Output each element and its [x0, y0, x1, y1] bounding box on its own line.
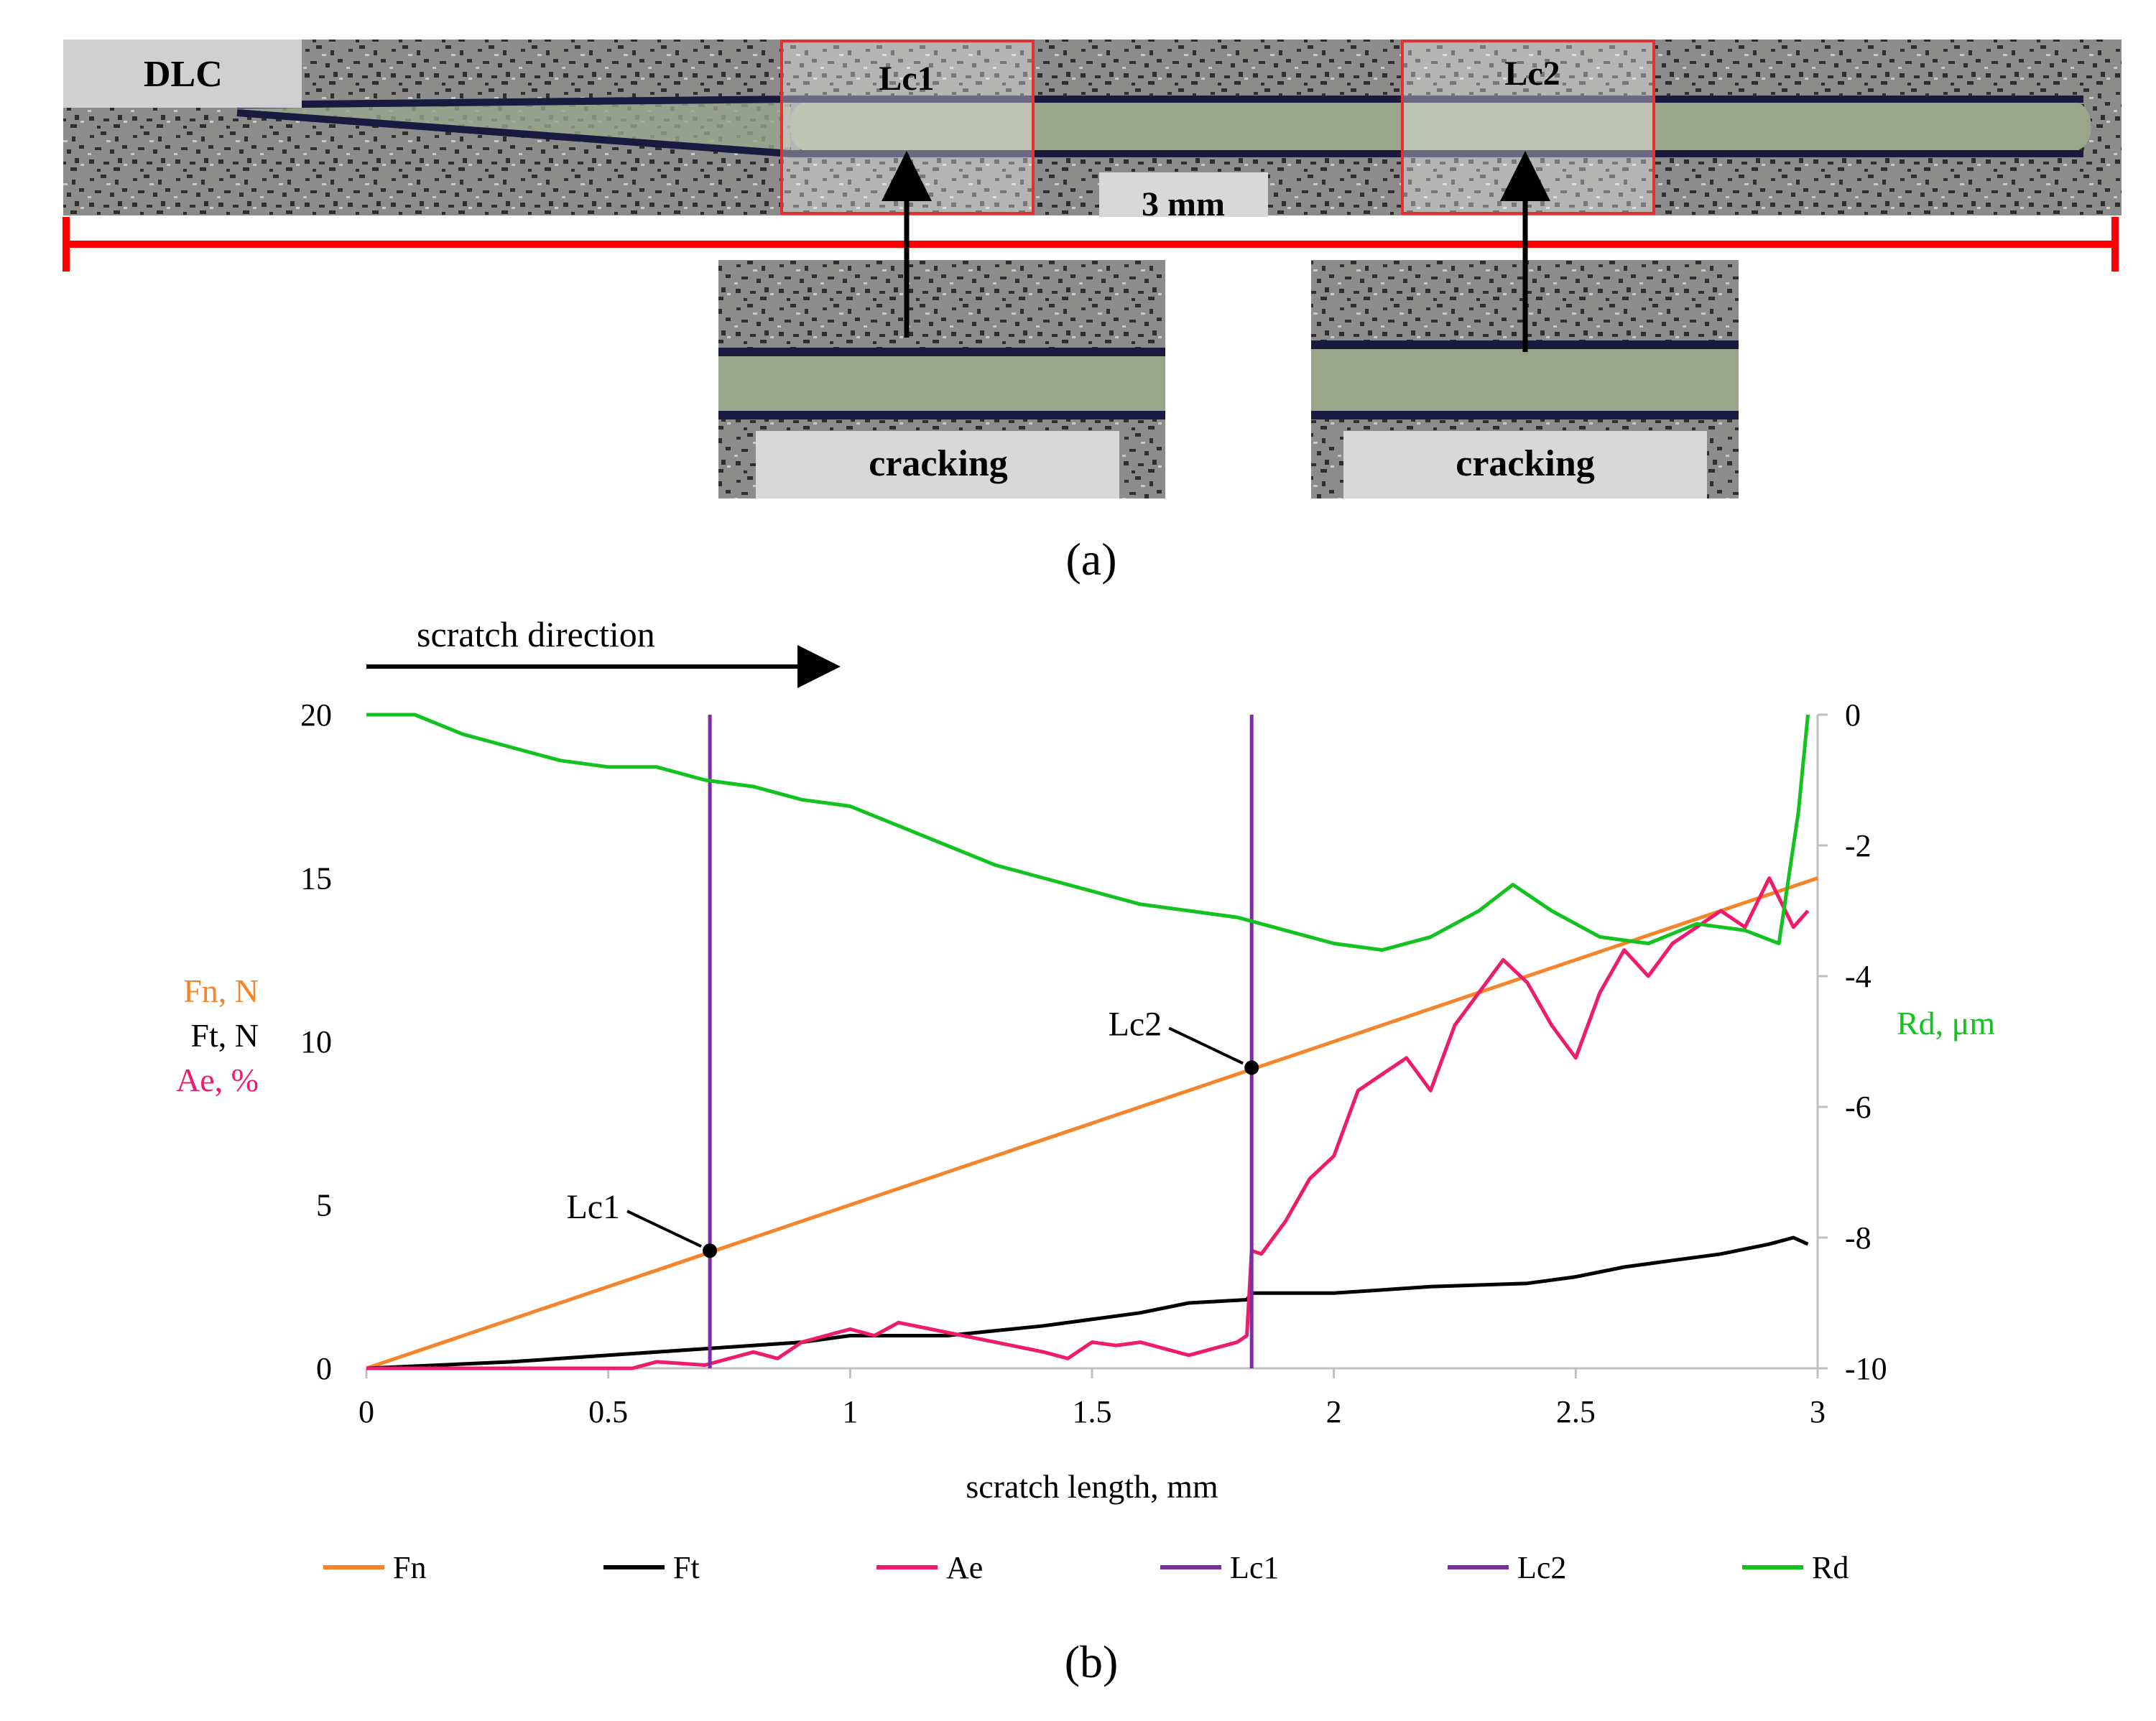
dlc-label-bg: [63, 40, 302, 108]
series-rd: [366, 713, 1810, 952]
lc2-box-label: Lc2: [1504, 55, 1560, 93]
chart-axes: 0 0.5 1 1.5 2 2.5 3 0 5 10 15 20 0 -2 -4 -6 -8 -10 scratch…: [176, 697, 1995, 1505]
y-left-tick-label: 10: [300, 1024, 332, 1059]
y-left-tick-label: 20: [300, 697, 332, 733]
y-right-tick-label: -8: [1845, 1220, 1872, 1256]
x-tick-label: 2.5: [1556, 1394, 1596, 1429]
legend-label-lc1: Lc1: [1230, 1550, 1279, 1585]
y-right-tick-label: -10: [1845, 1351, 1887, 1386]
annotation-leader-lc1: [626, 1210, 702, 1248]
y-right-tick-label: -4: [1845, 959, 1872, 994]
legend-label-rd: Rd: [1812, 1550, 1849, 1585]
inset-lc1: cracking: [718, 260, 1165, 498]
inset-lc2-label: cracking: [1456, 443, 1595, 484]
legend-label-ae: Ae: [946, 1550, 983, 1585]
scratch-direction-label: scratch direction: [417, 614, 655, 654]
y-left-tick-label: 5: [316, 1188, 332, 1223]
x-tick-label: 2: [1326, 1394, 1342, 1429]
dlc-label: DLC: [144, 54, 223, 95]
caption-a: (a): [1065, 534, 1116, 585]
chart-legend: Fn Ft Ae Lc1 Lc2 Rd: [323, 1550, 1849, 1585]
scratch-track-wide: [790, 101, 2091, 152]
legend-label-fn: Fn: [393, 1550, 426, 1585]
caption-b: (b): [1065, 1636, 1119, 1687]
y-right-tick-label: -2: [1845, 828, 1872, 863]
x-axis-title: scratch length, mm: [966, 1468, 1218, 1505]
x-tick-label: 1: [842, 1394, 858, 1429]
legend-label-lc2: Lc2: [1517, 1550, 1566, 1585]
annotation-label-lc2: Lc2: [1109, 1005, 1162, 1043]
x-tick-label: 1.5: [1073, 1394, 1112, 1429]
series-ft: [366, 1235, 1809, 1370]
chart-series: [366, 713, 1818, 1370]
y-right-tick-label: 0: [1845, 697, 1861, 733]
annotation-point-lc1: [703, 1243, 718, 1258]
y-left-title: Ae, %: [176, 1062, 259, 1098]
annotation-leader-lc2: [1168, 1026, 1244, 1065]
lc1-box-label: Lc1: [879, 60, 934, 98]
length-label: 3 mm: [1142, 185, 1225, 223]
legend-label-ft: Ft: [673, 1550, 700, 1585]
y-left-title: Ft, N: [190, 1017, 259, 1054]
chart-annotations: Lc1 Lc2: [566, 1005, 1259, 1258]
inset-lc2: cracking: [1311, 260, 1739, 498]
scale-bar: [63, 217, 2119, 272]
x-tick-label: 0.5: [588, 1394, 628, 1429]
y-left-tick-label: 15: [300, 861, 332, 896]
y-right-title: Rd, μm: [1897, 1005, 1995, 1042]
annotation-label-lc1: Lc1: [566, 1188, 620, 1226]
series-fn: [366, 876, 1818, 1370]
annotation-point-lc2: [1244, 1060, 1259, 1075]
y-left-tick-label: 0: [316, 1351, 332, 1386]
panel-a: DLC Lc1 Lc2 3 mm cracking cracking: [63, 40, 2122, 498]
length-label-bg: [1099, 172, 1268, 217]
series-ae: [366, 876, 1810, 1370]
x-tick-label: 3: [1810, 1394, 1826, 1429]
x-tick-label: 0: [358, 1394, 374, 1429]
y-left-title: Fn, N: [183, 973, 259, 1009]
y-right-tick-label: -6: [1845, 1090, 1872, 1125]
inset-lc1-label: cracking: [869, 443, 1008, 484]
